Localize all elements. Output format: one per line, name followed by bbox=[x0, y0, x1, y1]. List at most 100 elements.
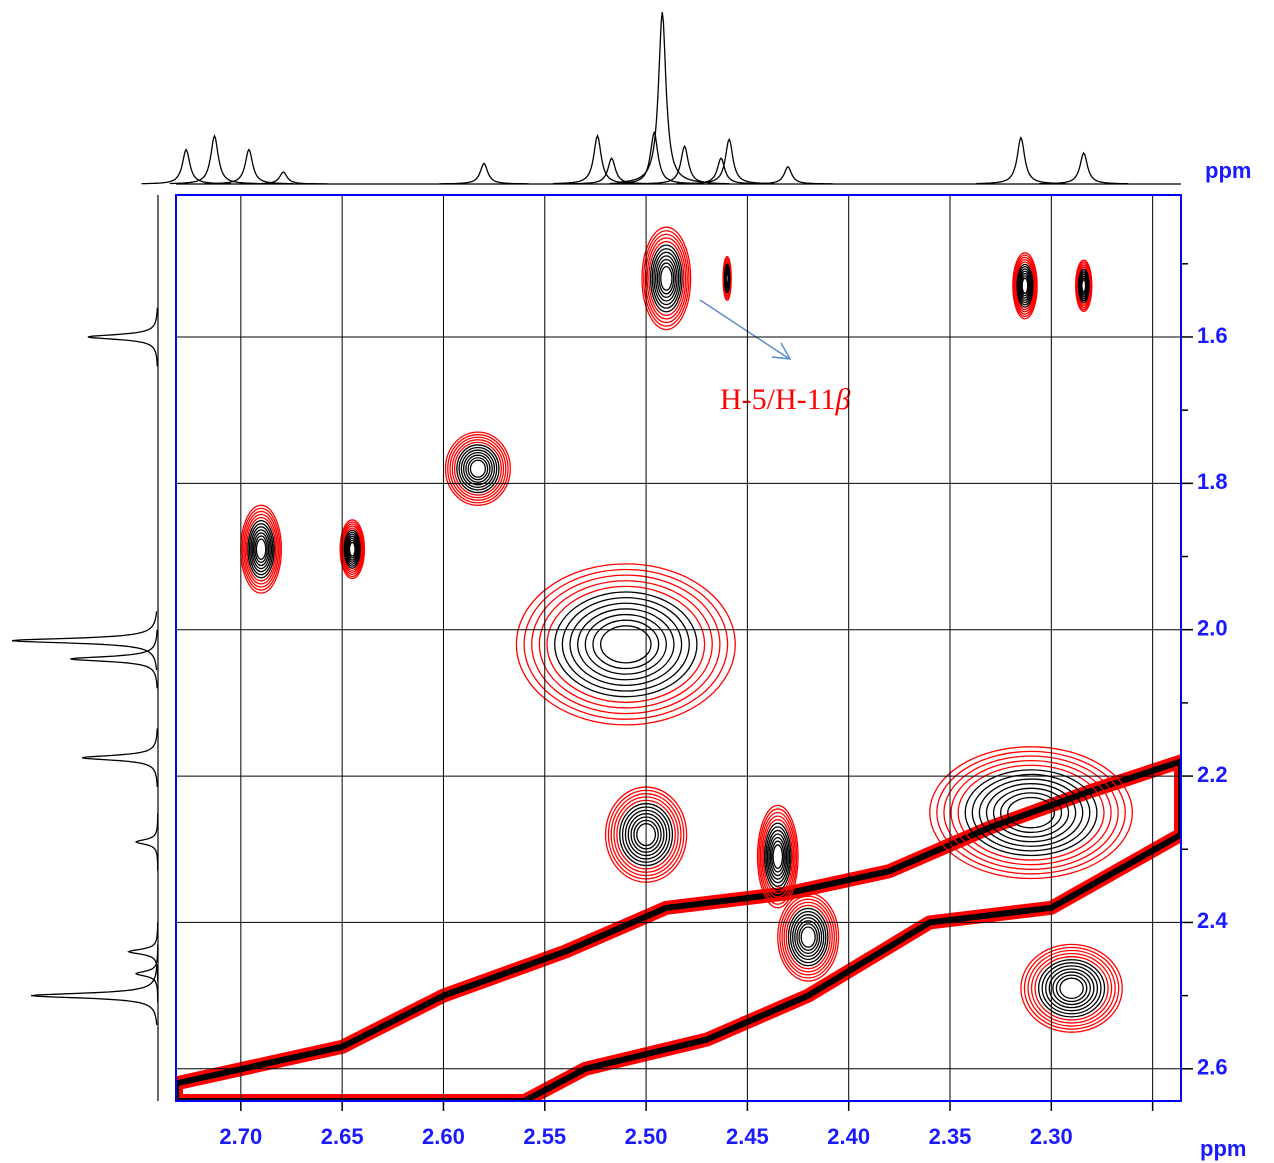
x-tick-label: 2.30 bbox=[1030, 1124, 1073, 1149]
contour-level bbox=[1017, 265, 1033, 306]
top-trace-peak bbox=[169, 133, 260, 185]
contour-level bbox=[1015, 261, 1035, 311]
contour-level bbox=[1038, 959, 1106, 1018]
contour-level bbox=[243, 510, 280, 588]
x-tick-label: 2.70 bbox=[219, 1124, 262, 1149]
cross-peak bbox=[722, 255, 732, 302]
contour-level bbox=[985, 783, 1077, 843]
contour-level bbox=[756, 804, 799, 909]
contour-level bbox=[1020, 943, 1123, 1033]
contour-level bbox=[456, 444, 500, 494]
top-trace-peak bbox=[609, 130, 699, 185]
y-tick-label: 2.6 bbox=[1197, 1055, 1228, 1080]
contour-level bbox=[339, 519, 366, 580]
x-tick-label: 2.50 bbox=[625, 1124, 668, 1149]
contour-level bbox=[453, 441, 502, 496]
cross-peak bbox=[339, 519, 366, 580]
contour-level bbox=[252, 532, 270, 567]
contour-level bbox=[340, 521, 365, 578]
x-tick-label: 2.35 bbox=[929, 1124, 972, 1149]
contour-level bbox=[768, 833, 788, 880]
contour-level bbox=[785, 904, 831, 970]
contour-level bbox=[936, 750, 1126, 875]
contour-level bbox=[546, 585, 706, 703]
cross-peak bbox=[756, 804, 799, 909]
contour-level bbox=[653, 251, 680, 306]
x-tick-label: 2.65 bbox=[321, 1124, 364, 1149]
contour-level bbox=[1020, 275, 1030, 297]
contour-level bbox=[648, 240, 685, 316]
top-trace-peak bbox=[976, 135, 1066, 185]
contour-level bbox=[950, 759, 1112, 866]
contour-level bbox=[964, 769, 1098, 857]
contour-level bbox=[783, 901, 833, 973]
contour-level bbox=[449, 436, 507, 501]
contour-level bbox=[347, 537, 358, 561]
contour-level bbox=[766, 829, 789, 884]
contour-level bbox=[245, 516, 277, 582]
contour-level bbox=[447, 434, 509, 504]
cross-peak bbox=[777, 892, 840, 982]
y-tick-label: 2.4 bbox=[1197, 908, 1228, 933]
contour-level bbox=[1018, 268, 1032, 304]
contour-level bbox=[1045, 965, 1099, 1012]
contour-level bbox=[577, 608, 675, 681]
y-tick-label: 1.6 bbox=[1197, 323, 1228, 348]
contour-level bbox=[658, 262, 675, 295]
x-tick-label: 2.40 bbox=[827, 1124, 870, 1149]
left-trace-peak bbox=[134, 812, 159, 872]
top-trace-peak bbox=[743, 165, 833, 185]
contour-level bbox=[769, 836, 786, 877]
contour-level bbox=[779, 895, 838, 979]
contour-level bbox=[765, 826, 791, 887]
cross-peak bbox=[240, 504, 283, 594]
cross-peak bbox=[515, 563, 736, 726]
contour-level bbox=[469, 459, 487, 478]
contour-level bbox=[789, 910, 827, 964]
y-tick-label: 2.0 bbox=[1197, 616, 1228, 641]
contour-level bbox=[771, 840, 785, 873]
top-trace-peak bbox=[640, 144, 730, 185]
contour-level bbox=[794, 917, 823, 958]
contour-level bbox=[600, 625, 652, 664]
contour-level bbox=[660, 265, 673, 291]
contour-level bbox=[654, 255, 678, 302]
contour-level bbox=[444, 431, 511, 506]
contour-level bbox=[458, 446, 498, 491]
contour-level bbox=[1016, 263, 1034, 308]
contour-level bbox=[1018, 270, 1031, 301]
contour-level bbox=[943, 755, 1119, 870]
contour-level bbox=[348, 541, 356, 557]
contour-level bbox=[460, 449, 496, 489]
annotation-symbol: β bbox=[835, 383, 851, 416]
contour-level bbox=[515, 563, 736, 726]
plot-frame bbox=[175, 194, 1182, 1102]
contour-level bbox=[467, 457, 489, 481]
contour-level bbox=[255, 538, 267, 560]
contour-level bbox=[798, 923, 818, 951]
contour-level bbox=[1048, 968, 1095, 1009]
contour-level bbox=[656, 258, 676, 299]
cross-peak bbox=[1012, 252, 1038, 320]
contour-level bbox=[992, 787, 1070, 838]
contour-level bbox=[1014, 259, 1036, 313]
contour-level bbox=[787, 907, 829, 967]
contour-level bbox=[1052, 971, 1091, 1006]
x-axis-label: ppm bbox=[1205, 158, 1251, 183]
cross-peak bbox=[444, 431, 511, 506]
contour-level bbox=[759, 811, 796, 902]
contour-level bbox=[554, 591, 698, 698]
contour-level bbox=[569, 602, 683, 687]
contour-level bbox=[1013, 256, 1037, 315]
contour-level bbox=[342, 527, 362, 571]
left-trace-peak bbox=[134, 944, 159, 1003]
top-trace-peak bbox=[141, 148, 231, 185]
contour-level bbox=[1055, 974, 1088, 1003]
cross-peak bbox=[1074, 259, 1093, 313]
contour-level bbox=[641, 226, 692, 331]
x-tick-label: 2.60 bbox=[422, 1124, 465, 1149]
left-trace-peak bbox=[30, 966, 158, 1025]
contour-level bbox=[254, 535, 268, 564]
contour-level bbox=[344, 531, 360, 567]
